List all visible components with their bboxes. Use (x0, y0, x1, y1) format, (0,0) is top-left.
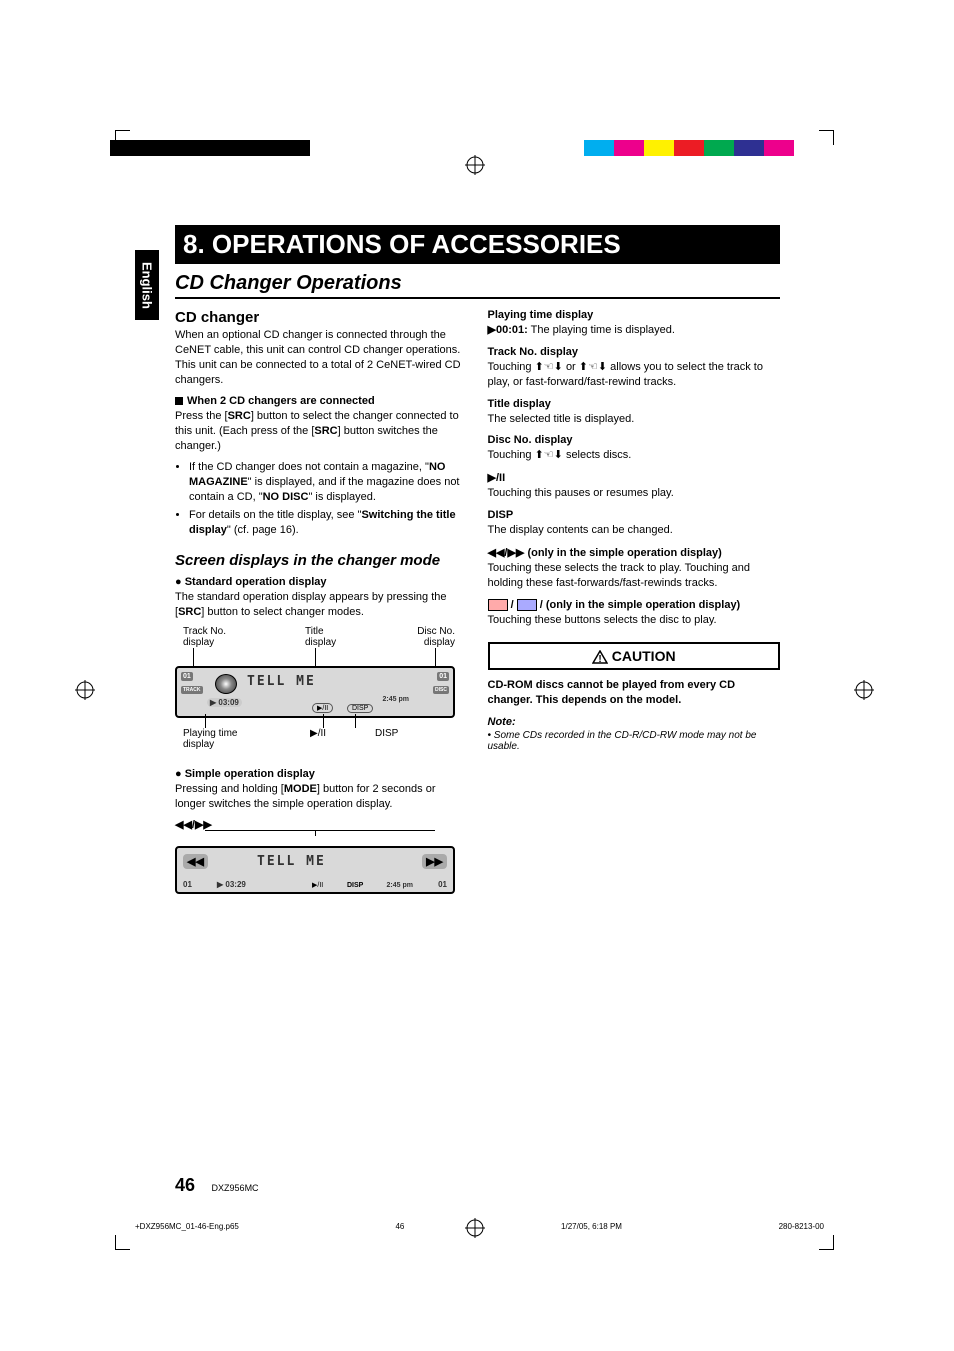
cd-icon (215, 674, 237, 694)
left-column: CD changer When an optional CD changer i… (175, 309, 468, 908)
chapter-title: 8. OPERATIONS OF ACCESSORIES (175, 225, 780, 264)
track-no-indicator: 01 (181, 672, 193, 681)
language-tab: English (135, 250, 159, 320)
reg-mark-top-icon (465, 155, 485, 175)
prev-button: ◀◀ (183, 854, 208, 869)
crop-mark-icon (115, 130, 130, 145)
playing-time: ▶ 03:29 (217, 880, 246, 889)
item-heading: / / (only in the simple operation displa… (488, 599, 781, 611)
item-heading: Playing time display (488, 309, 781, 321)
paragraph: Touching this pauses or resumes play. (488, 486, 781, 501)
bullet-heading: Simple operation display (175, 768, 468, 780)
crop-mark-icon (819, 1235, 834, 1250)
model-name: DXZ956MC (212, 1183, 259, 1193)
two-column-layout: CD changer When an optional CD changer i… (175, 309, 780, 908)
diagram-label: Disc No.display (417, 626, 455, 648)
item-heading: DISP (488, 509, 781, 521)
item-heading: ▶/II (488, 471, 781, 484)
doc-code: 280-8213-00 (779, 1222, 824, 1231)
diagram-label: Track No.display (183, 626, 226, 648)
crop-mark-icon (819, 130, 834, 145)
paragraph: Touching ⬆☜⬇ selects discs. (488, 448, 781, 463)
title-text: TELL ME (247, 674, 316, 689)
disp-button: DISP (347, 704, 373, 713)
paragraph: Touching these selects the track to play… (488, 561, 781, 591)
reg-mark-left-icon (75, 680, 95, 700)
crop-mark-icon (115, 1235, 130, 1250)
page-number: 46 (175, 1175, 195, 1195)
filename: +DXZ956MC_01-46-Eng.p65 (135, 1222, 239, 1231)
diagram-label: ▶/II (310, 728, 326, 739)
diagram-label: DISP (375, 728, 398, 739)
caution-text: CD-ROM discs cannot be played from every… (488, 678, 781, 708)
paragraph: Touching ⬆☜⬇ or ⬆☜⬇ allows you to select… (488, 360, 781, 390)
bullet-heading: Standard operation display (175, 576, 468, 588)
cd-changer-heading: CD changer (175, 309, 468, 326)
next-button: ▶▶ (422, 854, 447, 869)
list-item: For details on the title display, see "S… (189, 508, 468, 538)
track-label: TRACK (181, 686, 203, 694)
page-footer: 46 DXZ956MC (175, 1175, 780, 1196)
disc-plus-icon (517, 599, 537, 611)
paragraph: Pressing and holding [MODE] button for 2… (175, 782, 468, 812)
item-heading: ◀◀/▶▶ (only in the simple operation disp… (488, 546, 781, 559)
simple-display-diagram: ◀◀/▶▶ ◀◀ ▶▶ TELL ME 01 ▶ 03:29 ▶/II DISP… (175, 818, 455, 908)
disc-label: DISC (433, 686, 449, 694)
disc-minus-icon (488, 599, 508, 611)
item-heading: Disc No. display (488, 434, 781, 446)
print-footer: +DXZ956MC_01-46-Eng.p65 46 1/27/05, 6:18… (135, 1222, 824, 1231)
display-screen: 01 TRACK TELL ME ▶ 03:09 ▶/II DISP 2:45 … (175, 666, 455, 718)
list-item: If the CD changer does not contain a mag… (189, 460, 468, 505)
reg-mark-right-icon (854, 680, 874, 700)
diagram-label: Playing timedisplay (183, 728, 237, 750)
page-content: 8. OPERATIONS OF ACCESSORIES CD Changer … (175, 225, 780, 908)
page-indicator: 46 (395, 1222, 404, 1231)
warning-triangle-icon: ! (592, 650, 608, 664)
playing-time: ▶ 03:09 (207, 698, 242, 707)
paragraph: The standard operation display appears b… (175, 590, 468, 620)
standard-display-diagram: Track No.display Titledisplay Disc No.di… (175, 626, 455, 736)
caution-box: ! CAUTION (488, 642, 781, 670)
clock: 2:45 pm (383, 696, 409, 703)
paragraph: When an optional CD changer is connected… (175, 328, 468, 387)
disp-button: DISP (347, 882, 363, 889)
svg-text:!: ! (598, 654, 601, 664)
black-block (110, 140, 310, 156)
print-date: 1/27/05, 6:18 PM (561, 1222, 622, 1231)
section-title: CD Changer Operations (175, 272, 780, 299)
disc-no: 01 (437, 672, 449, 681)
bullet-list: If the CD changer does not contain a mag… (175, 460, 468, 538)
note-heading: Note: (488, 716, 781, 728)
item-heading: Title display (488, 398, 781, 410)
clock: 2:45 pm (387, 882, 413, 889)
track-no: 01 (183, 880, 192, 889)
title-text: TELL ME (257, 854, 326, 869)
display-screen: ◀◀ ▶▶ TELL ME 01 ▶ 03:29 ▶/II DISP 2:45 … (175, 846, 455, 894)
paragraph: ▶00:01: The playing time is displayed. (488, 323, 781, 338)
paragraph: The display contents can be changed. (488, 523, 781, 538)
disc-no: 01 (438, 880, 447, 889)
right-column: Playing time display ▶00:01: The playing… (488, 309, 781, 908)
playpause-button: ▶/II (312, 881, 323, 889)
color-swatches (584, 140, 824, 156)
subheading: When 2 CD changers are connected (175, 395, 468, 407)
paragraph: Press the [SRC] button to select the cha… (175, 409, 468, 454)
paragraph: The selected title is displayed. (488, 412, 781, 427)
subsection-title: Screen displays in the changer mode (175, 552, 468, 570)
diagram-label: Titledisplay (305, 626, 336, 648)
playpause-button: ▶/II (312, 703, 333, 713)
paragraph: Touching these buttons selects the disc … (488, 613, 781, 628)
note-text: • Some CDs recorded in the CD-R/CD-RW mo… (488, 730, 781, 752)
item-heading: Track No. display (488, 346, 781, 358)
